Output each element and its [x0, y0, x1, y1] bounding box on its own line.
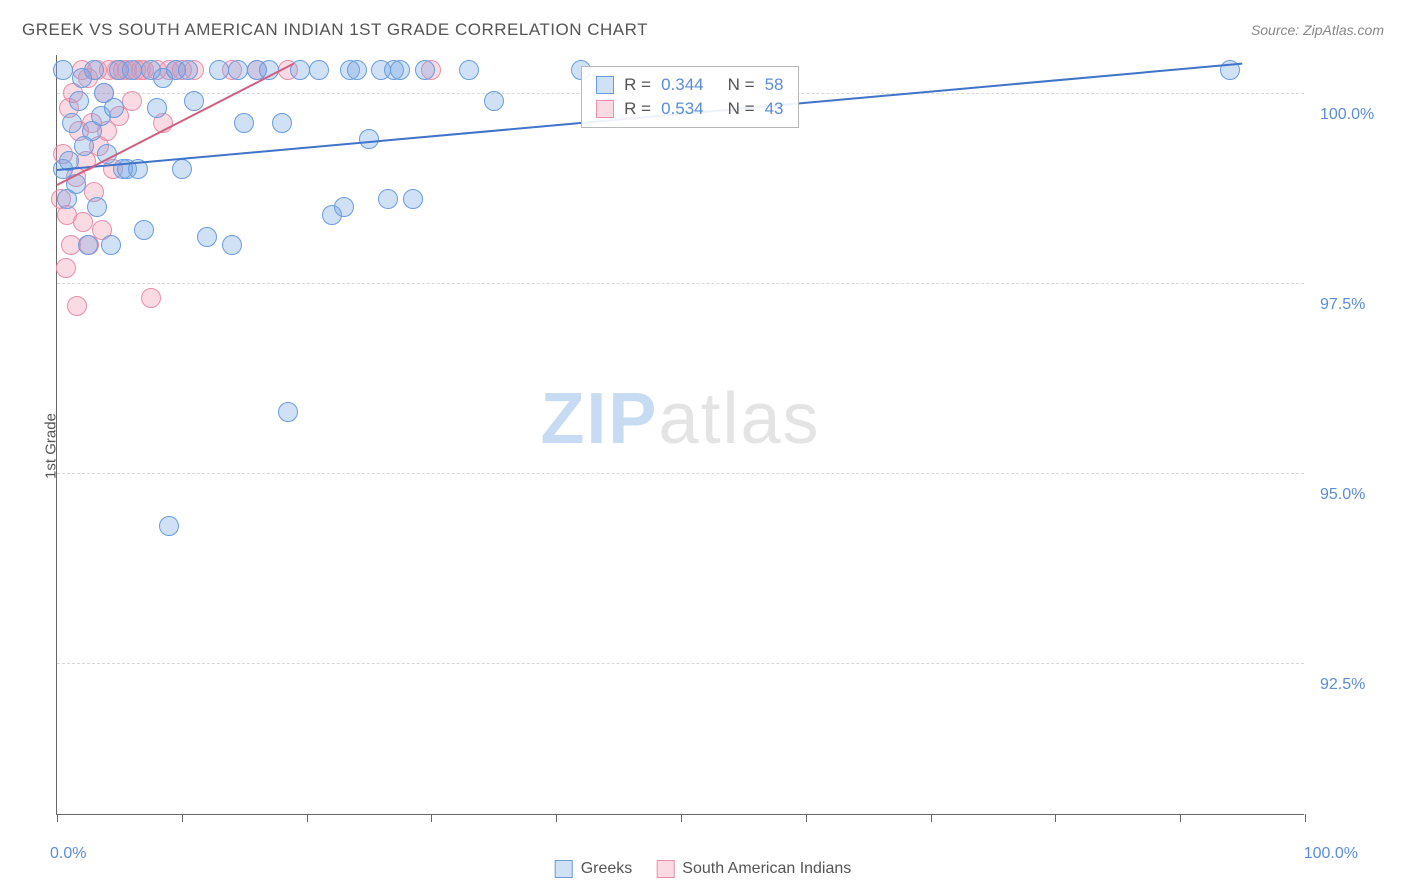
- point-greek: [197, 227, 217, 247]
- point-greek: [134, 220, 154, 240]
- y-tick-label: 100.0%: [1320, 106, 1374, 124]
- legend-label-sai: South American Indians: [682, 860, 851, 878]
- y-tick-label: 92.5%: [1320, 676, 1365, 694]
- stats-n2: 43: [765, 99, 784, 119]
- stats-swatch-greek: [596, 76, 614, 94]
- chart-title: GREEK VS SOUTH AMERICAN INDIAN 1ST GRADE…: [22, 20, 648, 40]
- x-tick: [681, 814, 682, 822]
- x-tick: [1305, 814, 1306, 822]
- stats-r1: 0.344: [661, 75, 704, 95]
- point-greek: [403, 189, 423, 209]
- legend: Greeks South American Indians: [555, 860, 852, 878]
- stats-r-label: R =: [624, 75, 651, 95]
- gridline: [57, 283, 1304, 284]
- point-greek: [122, 60, 142, 80]
- point-greek: [178, 60, 198, 80]
- watermark-light: atlas: [658, 379, 820, 459]
- point-greek: [184, 91, 204, 111]
- point-greek: [347, 60, 367, 80]
- stats-swatch-sai: [596, 100, 614, 118]
- chart-source: Source: ZipAtlas.com: [1251, 22, 1384, 38]
- point-greek: [62, 113, 82, 133]
- point-greek: [228, 60, 248, 80]
- x-tick: [1055, 814, 1056, 822]
- point-sai: [122, 91, 142, 111]
- point-greek: [87, 197, 107, 217]
- x-label-left: 0.0%: [50, 845, 86, 863]
- x-tick: [57, 814, 58, 822]
- legend-swatch-sai: [656, 860, 674, 878]
- x-label-right: 100.0%: [1304, 845, 1358, 863]
- x-tick: [182, 814, 183, 822]
- point-greek: [69, 91, 89, 111]
- point-greek: [234, 113, 254, 133]
- legend-item-greeks: Greeks: [555, 860, 633, 878]
- point-greek: [359, 129, 379, 149]
- y-tick-label: 97.5%: [1320, 296, 1365, 314]
- legend-swatch-greeks: [555, 860, 573, 878]
- x-tick: [307, 814, 308, 822]
- point-greek: [104, 98, 124, 118]
- point-greek: [459, 60, 479, 80]
- point-sai: [141, 288, 161, 308]
- point-greek: [147, 98, 167, 118]
- point-greek: [172, 159, 192, 179]
- x-tick: [931, 814, 932, 822]
- stats-box: R = 0.344 N = 58 R = 0.534 N = 43: [581, 66, 798, 128]
- point-greek: [278, 402, 298, 422]
- point-greek: [222, 235, 242, 255]
- point-greek: [334, 197, 354, 217]
- point-greek: [101, 235, 121, 255]
- stats-n-label: N =: [728, 75, 755, 95]
- point-greek: [78, 235, 98, 255]
- gridline: [57, 663, 1304, 664]
- x-tick: [806, 814, 807, 822]
- legend-label-greeks: Greeks: [581, 860, 633, 878]
- stats-row-greek: R = 0.344 N = 58: [596, 73, 783, 97]
- point-sai: [56, 258, 76, 278]
- point-greek: [390, 60, 410, 80]
- point-sai: [67, 296, 87, 316]
- point-greek: [209, 60, 229, 80]
- watermark-bold: ZIP: [540, 379, 658, 459]
- stats-r-label: R =: [624, 99, 651, 119]
- x-tick: [431, 814, 432, 822]
- x-tick: [556, 814, 557, 822]
- point-greek: [484, 91, 504, 111]
- plot-area: ZIPatlas R = 0.344 N = 58 R = 0.534 N = 43: [56, 55, 1304, 815]
- legend-item-sai: South American Indians: [656, 860, 851, 878]
- stats-n-label: N =: [728, 99, 755, 119]
- point-greek: [378, 189, 398, 209]
- gridline: [57, 473, 1304, 474]
- point-greek: [272, 113, 292, 133]
- point-greek: [53, 60, 73, 80]
- point-greek: [415, 60, 435, 80]
- stats-r2: 0.534: [661, 99, 704, 119]
- stats-row-sai: R = 0.534 N = 43: [596, 97, 783, 121]
- x-tick: [1180, 814, 1181, 822]
- y-tick-label: 95.0%: [1320, 486, 1365, 504]
- point-greek: [159, 516, 179, 536]
- watermark: ZIPatlas: [540, 378, 820, 460]
- point-greek: [309, 60, 329, 80]
- point-greek: [84, 60, 104, 80]
- stats-n1: 58: [765, 75, 784, 95]
